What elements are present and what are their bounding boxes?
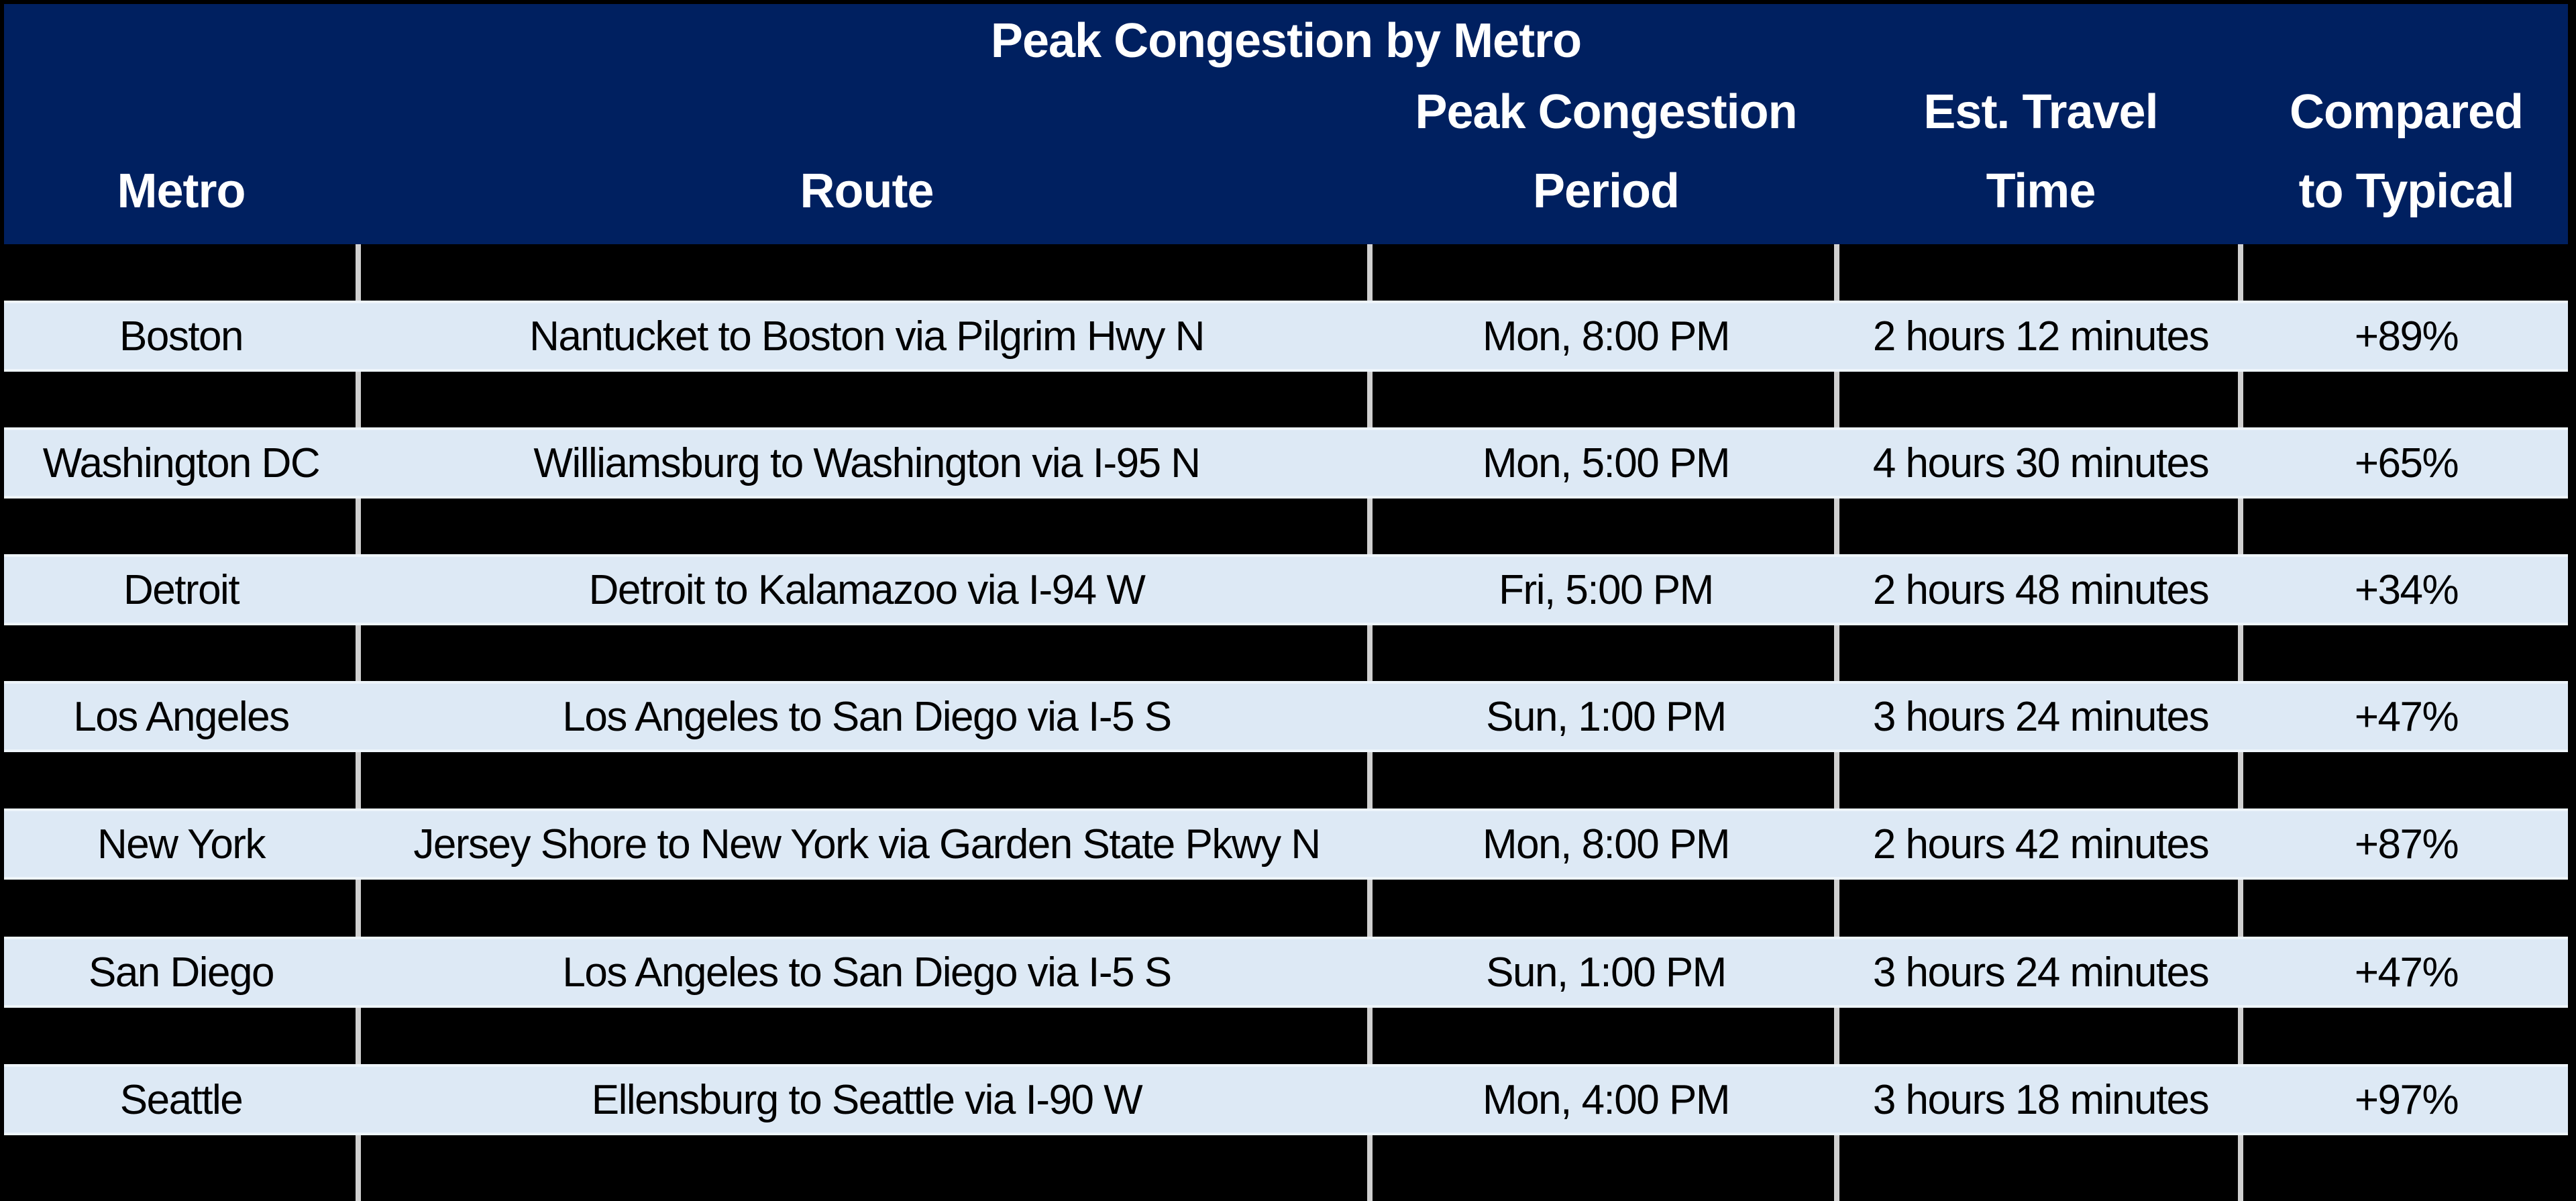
table-row: Los Angeles Los Angeles to San Diego via… (4, 681, 2568, 752)
column-header-travel-time: Est. Travel Time (1923, 85, 2158, 218)
table-row: Washington DC Williamsburg to Washington… (4, 427, 2568, 499)
cell-metro: Detroit (123, 566, 240, 613)
cell-period: Mon, 4:00 PM (1483, 1076, 1730, 1123)
cell-period: Fri, 5:00 PM (1499, 566, 1714, 613)
cell-compared: +65% (2354, 439, 2459, 486)
cell-route: Ellensburg to Seattle via I-90 W (591, 1076, 1143, 1123)
cell-compared: +47% (2354, 693, 2459, 740)
cell-metro: Washington DC (42, 439, 321, 486)
cell-period: Mon, 5:00 PM (1483, 439, 1730, 486)
table-row: San Diego Los Angeles to San Diego via I… (4, 937, 2568, 1008)
cell-compared: +34% (2354, 566, 2459, 613)
table-header: Peak Congestion by Metro Metro Route Pea… (4, 4, 2568, 244)
cell-period: Mon, 8:00 PM (1483, 821, 1730, 868)
cell-travel-time: 2 hours 48 minutes (1872, 566, 2210, 613)
cell-compared: +89% (2354, 313, 2459, 360)
cell-compared: +97% (2354, 1076, 2459, 1123)
cell-route: Los Angeles to San Diego via I-5 S (562, 949, 1172, 996)
cell-route: Jersey Shore to New York via Garden Stat… (413, 821, 1321, 868)
cell-compared: +47% (2354, 949, 2459, 996)
cell-metro: Boston (119, 313, 244, 360)
table-row: Detroit Detroit to Kalamazoo via I-94 W … (4, 554, 2568, 625)
column-header-peak-period: Peak Congestion Period (1415, 85, 1797, 218)
cell-period: Sun, 1:00 PM (1486, 693, 1727, 740)
table-title: Peak Congestion by Metro (990, 14, 1582, 68)
cell-route: Williamsburg to Washington via I-95 N (533, 439, 1201, 486)
table-row: Boston Nantucket to Boston via Pilgrim H… (4, 301, 2568, 372)
cell-metro: Seattle (119, 1076, 244, 1123)
cell-route: Detroit to Kalamazoo via I-94 W (588, 566, 1146, 613)
table-row: Seattle Ellensburg to Seattle via I-90 W… (4, 1064, 2568, 1135)
cell-travel-time: 2 hours 42 minutes (1872, 821, 2210, 868)
cell-metro: Los Angeles (73, 693, 290, 740)
cell-metro: New York (97, 821, 266, 868)
cell-travel-time: 3 hours 24 minutes (1872, 693, 2210, 740)
table-row: New York Jersey Shore to New York via Ga… (4, 808, 2568, 880)
cell-period: Sun, 1:00 PM (1486, 949, 1727, 996)
column-header-route: Route (800, 164, 934, 218)
cell-travel-time: 3 hours 18 minutes (1872, 1076, 2210, 1123)
column-header-compared: Compared to Typical (2289, 85, 2524, 218)
cell-compared: +87% (2354, 821, 2459, 868)
cell-travel-time: 3 hours 24 minutes (1872, 949, 2210, 996)
cell-travel-time: 2 hours 12 minutes (1872, 313, 2210, 360)
cell-route: Nantucket to Boston via Pilgrim Hwy N (529, 313, 1205, 360)
cell-travel-time: 4 hours 30 minutes (1872, 439, 2210, 486)
cell-metro: San Diego (88, 949, 275, 996)
column-header-metro: Metro (117, 164, 246, 218)
cell-route: Los Angeles to San Diego via I-5 S (562, 693, 1172, 740)
cell-period: Mon, 8:00 PM (1483, 313, 1730, 360)
